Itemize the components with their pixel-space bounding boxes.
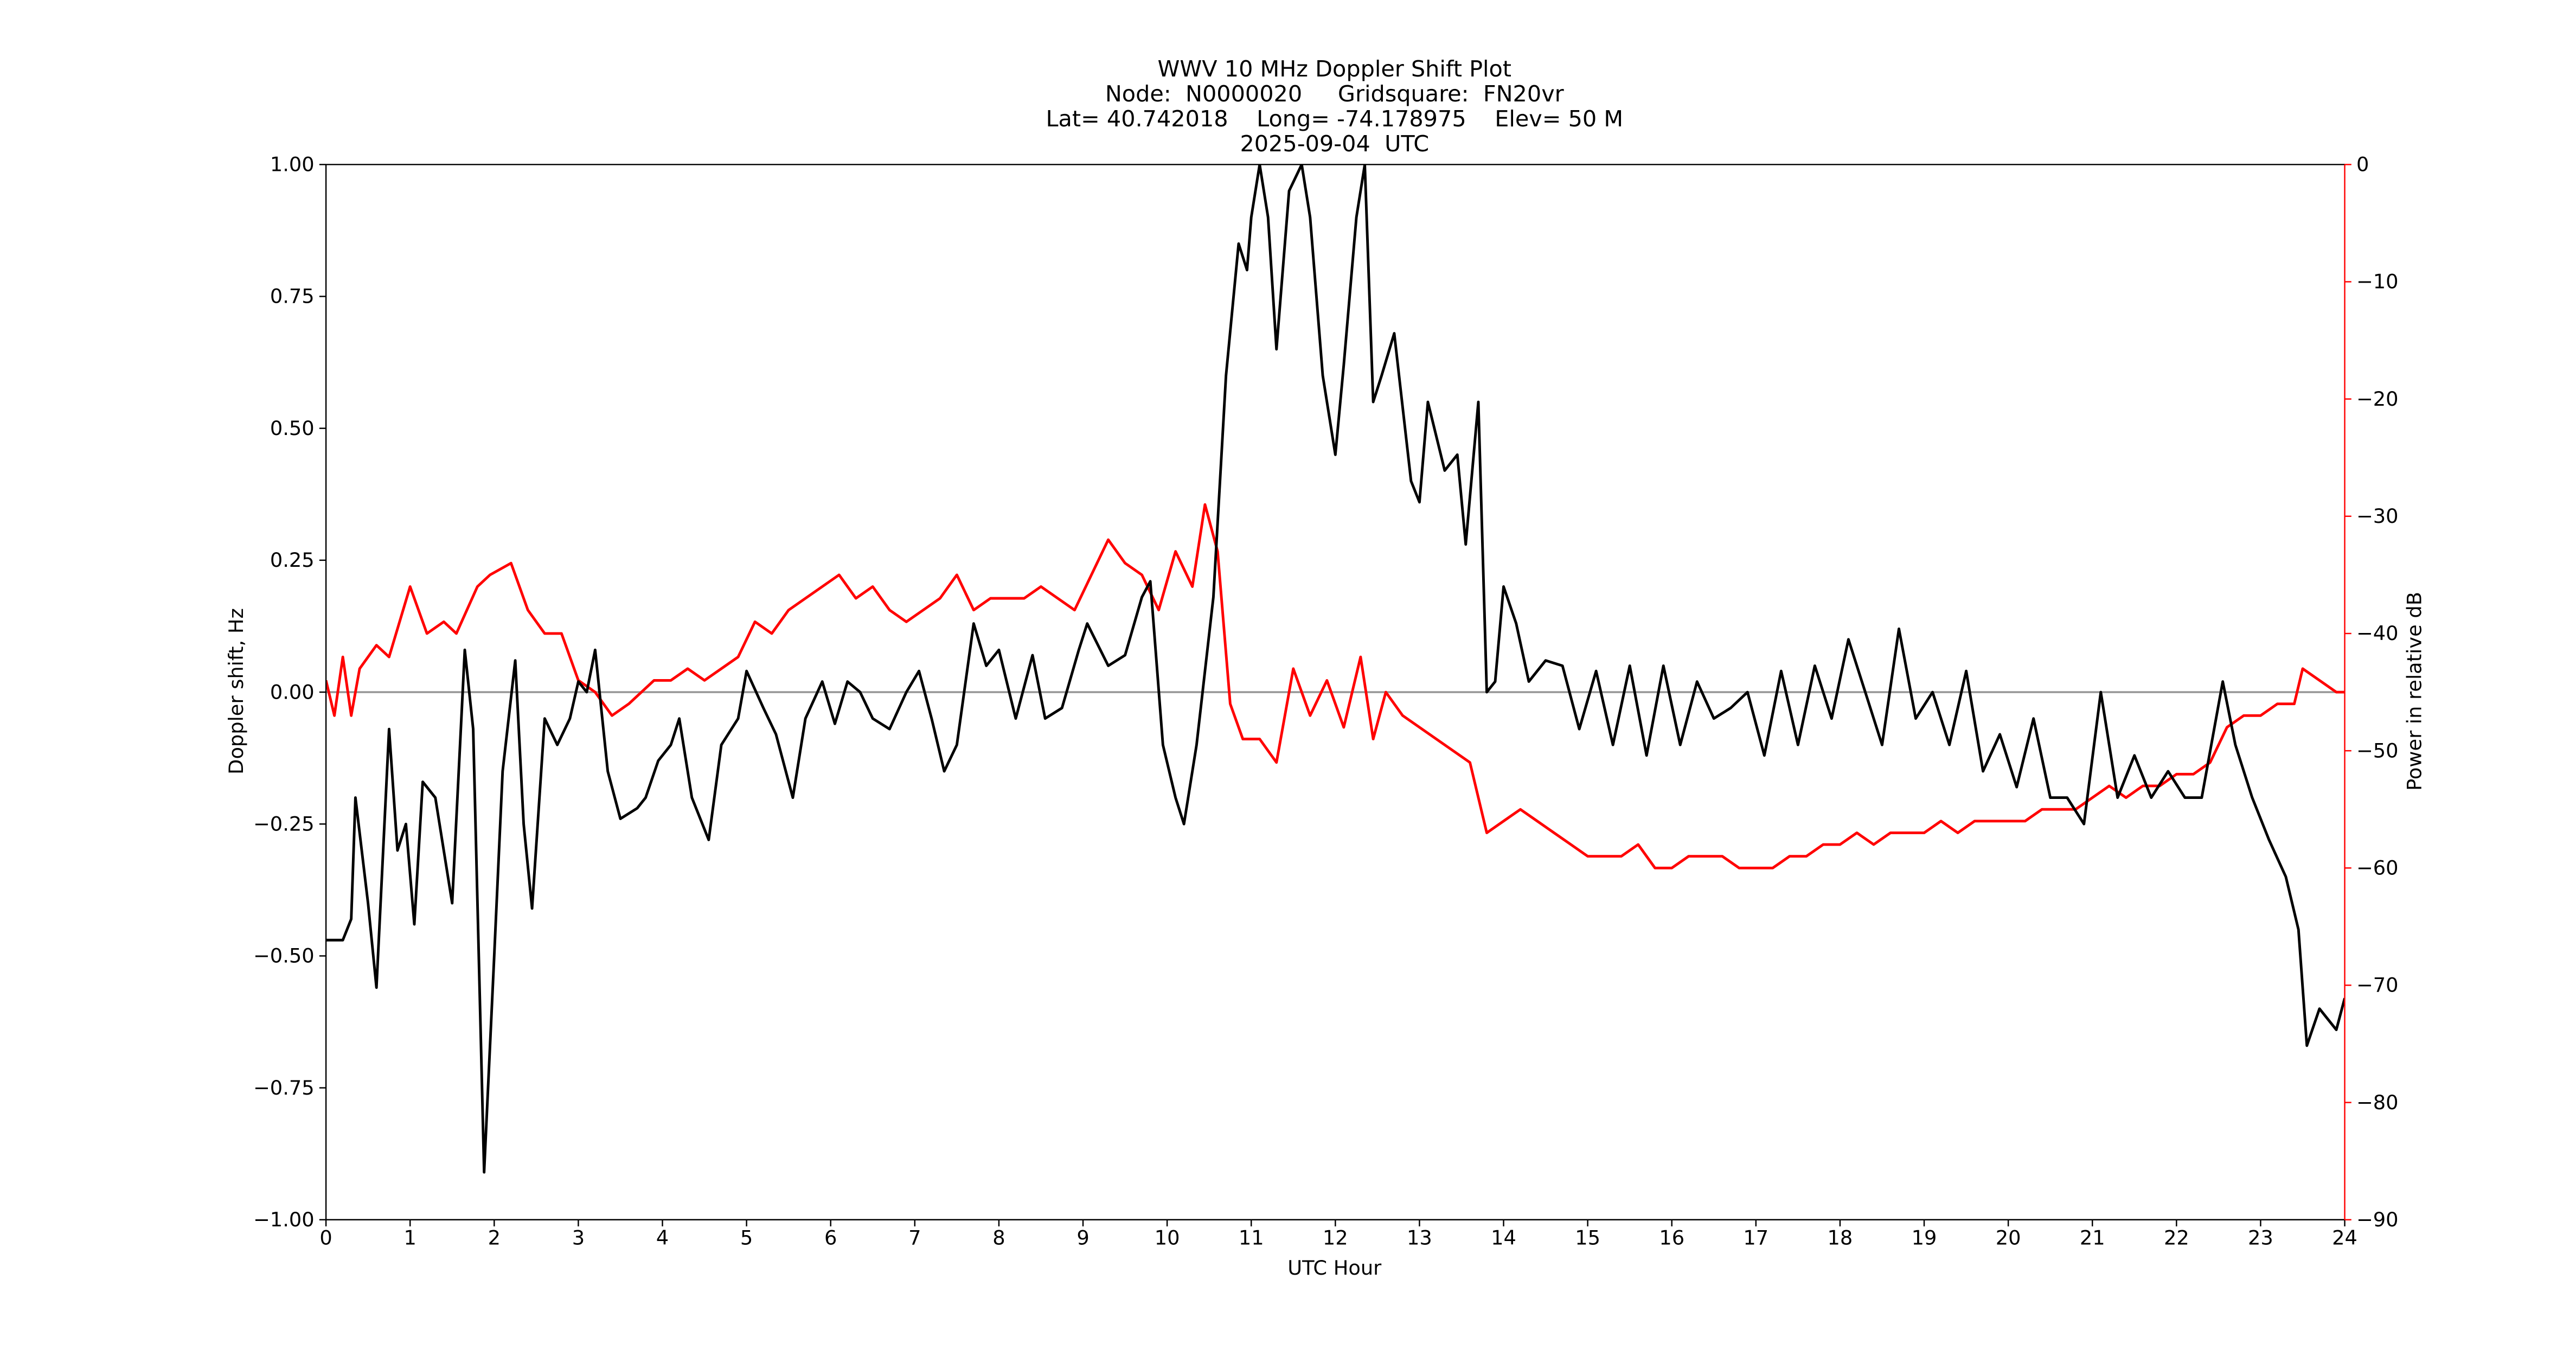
x-tick-label: 11 bbox=[1239, 1226, 1264, 1250]
y-tick-label: 0.75 bbox=[270, 285, 315, 308]
x-tick-label: 4 bbox=[656, 1226, 669, 1250]
title-line: Lat= 40.742018 Long= -74.178975 Elev= 50… bbox=[1046, 106, 1624, 132]
y2-tick-label: −70 bbox=[2356, 974, 2399, 997]
y-tick-label: 0.00 bbox=[270, 680, 315, 703]
y2-tick-label: −20 bbox=[2356, 387, 2399, 411]
x-tick-label: 3 bbox=[572, 1226, 585, 1250]
x-tick-label: 7 bbox=[908, 1226, 921, 1250]
x-tick-label: 1 bbox=[404, 1226, 416, 1250]
y2-axis-label: Power in relative dB bbox=[2402, 592, 2426, 791]
y-axis-label: Doppler shift, Hz bbox=[225, 608, 248, 775]
y-tick-label: −0.50 bbox=[253, 944, 315, 968]
y-tick-label: 0.25 bbox=[270, 548, 315, 572]
x-tick-label: 14 bbox=[1491, 1226, 1516, 1250]
title-line: WWV 10 MHz Doppler Shift Plot bbox=[1158, 56, 1512, 82]
x-tick-label: 0 bbox=[319, 1226, 332, 1250]
x-tick-label: 6 bbox=[824, 1226, 837, 1250]
x-tick-label: 18 bbox=[1828, 1226, 1853, 1250]
x-tick-label: 9 bbox=[1076, 1226, 1089, 1250]
x-tick-label: 21 bbox=[2080, 1226, 2105, 1250]
series-line bbox=[326, 503, 2345, 869]
y-tick-label: −0.75 bbox=[253, 1076, 315, 1099]
x-axis-label: UTC Hour bbox=[1287, 1256, 1382, 1280]
x-tick-label: 17 bbox=[1743, 1226, 1768, 1250]
x-tick-label: 19 bbox=[1912, 1226, 1937, 1250]
x-tick-label: 24 bbox=[2332, 1226, 2357, 1250]
y2-tick-label: −30 bbox=[2356, 504, 2399, 528]
y2-tick-label: −90 bbox=[2356, 1208, 2399, 1231]
y-tick-label: 0.50 bbox=[270, 417, 315, 440]
title-line: Node: N0000020 Gridsquare: FN20vr bbox=[1105, 81, 1564, 107]
y2-tick-label: 0 bbox=[2356, 153, 2369, 176]
y2-tick-label: −60 bbox=[2356, 856, 2399, 880]
y-tick-label: −0.25 bbox=[253, 812, 315, 835]
x-tick-label: 20 bbox=[1996, 1226, 2021, 1250]
y2-tick-label: −40 bbox=[2356, 622, 2399, 645]
title-line: 2025-09-04 UTC bbox=[1240, 131, 1429, 157]
x-tick-label: 23 bbox=[2248, 1226, 2273, 1250]
y2-tick-label: −10 bbox=[2356, 270, 2399, 293]
y2-tick-label: −50 bbox=[2356, 739, 2399, 762]
x-tick-label: 8 bbox=[992, 1226, 1005, 1250]
x-tick-label: 12 bbox=[1323, 1226, 1348, 1250]
x-tick-label: 16 bbox=[1659, 1226, 1684, 1250]
y2-tick-label: −80 bbox=[2356, 1091, 2399, 1114]
x-tick-label: 5 bbox=[740, 1226, 753, 1250]
y-tick-label: −1.00 bbox=[253, 1208, 315, 1231]
series-line bbox=[326, 164, 2345, 1174]
x-tick-label: 13 bbox=[1407, 1226, 1432, 1250]
x-tick-label: 2 bbox=[488, 1226, 501, 1250]
x-tick-label: 10 bbox=[1155, 1226, 1180, 1250]
y-tick-label: 1.00 bbox=[270, 153, 315, 176]
x-tick-label: 15 bbox=[1575, 1226, 1600, 1250]
x-tick-label: 22 bbox=[2164, 1226, 2189, 1250]
